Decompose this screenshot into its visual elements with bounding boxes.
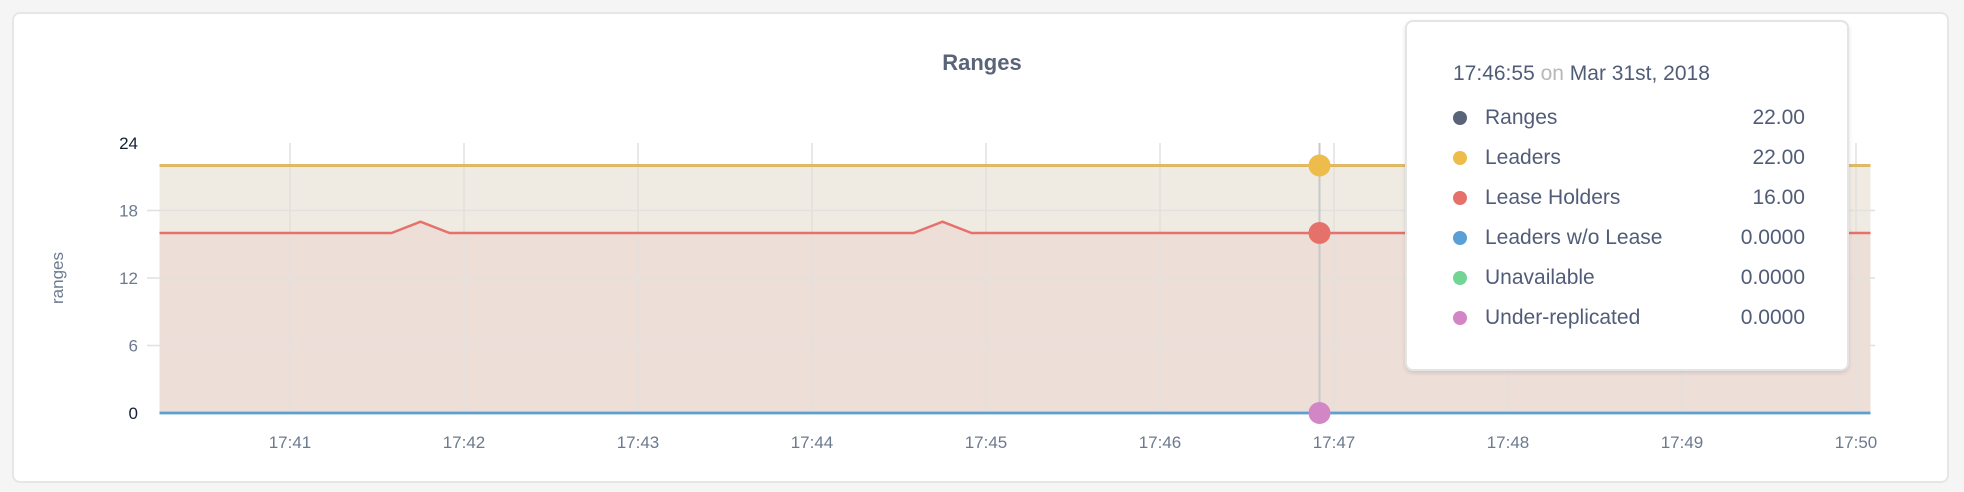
series-dot-icon bbox=[1453, 231, 1467, 245]
tooltip-series-label: Under-replicated bbox=[1485, 306, 1641, 329]
tooltip-time: 17:46:55 bbox=[1453, 62, 1535, 85]
series-dot-icon bbox=[1453, 151, 1467, 165]
x-tick-label: 17:42 bbox=[443, 433, 486, 452]
tooltip-series-value: 0.0000 bbox=[1740, 306, 1805, 329]
hover-point-marker bbox=[1308, 402, 1331, 424]
hover-point-marker bbox=[1308, 154, 1331, 177]
tooltip-row: Unavailable 0.0000 bbox=[1453, 258, 1847, 298]
y-axis-label: ranges bbox=[48, 252, 67, 304]
series-dot-icon bbox=[1453, 311, 1467, 325]
series-line-lease-holders bbox=[159, 220, 1871, 235]
tooltip-series-value: 22.00 bbox=[1752, 146, 1805, 169]
x-tick-label: 17:41 bbox=[269, 433, 312, 452]
x-tick-label: 17:49 bbox=[1661, 433, 1704, 452]
y-tick-label: 24 bbox=[119, 134, 138, 153]
tooltip-row: Under-replicated 0.0000 bbox=[1453, 298, 1847, 338]
y-tick-label: 0 bbox=[129, 404, 138, 423]
tooltip-series-value: 0.0000 bbox=[1740, 266, 1805, 289]
tooltip-series-value: 22.00 bbox=[1752, 106, 1805, 129]
tooltip-row: Leaders w/o Lease 0.0000 bbox=[1453, 218, 1847, 258]
x-tick-label: 17:44 bbox=[791, 433, 834, 452]
tooltip-series-value: 16.00 bbox=[1752, 186, 1805, 209]
tooltip-row: Lease Holders 16.00 bbox=[1453, 178, 1847, 218]
y-tick-label: 6 bbox=[129, 337, 138, 356]
hover-tooltip: 17:46:55 on Mar 31st, 2018 Ranges 22.00 Le… bbox=[1405, 20, 1849, 371]
tooltip-series-label: Unavailable bbox=[1485, 266, 1595, 289]
tooltip-series-label: Lease Holders bbox=[1485, 186, 1621, 209]
y-tick-label: 18 bbox=[119, 202, 138, 221]
chart-title: Ranges bbox=[942, 50, 1022, 75]
tooltip-row: Ranges 22.00 bbox=[1453, 98, 1847, 138]
x-tick-label: 17:48 bbox=[1487, 433, 1530, 452]
tooltip-series-label: Leaders w/o Lease bbox=[1485, 226, 1663, 249]
x-tick-label: 17:45 bbox=[965, 433, 1008, 452]
tooltip-series-label: Ranges bbox=[1485, 106, 1558, 129]
hover-point-marker bbox=[1308, 222, 1331, 244]
tooltip-series-label: Leaders bbox=[1485, 146, 1561, 169]
series-dot-icon bbox=[1453, 111, 1467, 125]
x-tick-label: 17:43 bbox=[617, 433, 660, 452]
series-dot-icon bbox=[1453, 191, 1467, 205]
tooltip-on: on bbox=[1540, 62, 1564, 85]
x-tick-label: 17:50 bbox=[1835, 433, 1878, 452]
tooltip-date: Mar 31st, 2018 bbox=[1569, 62, 1710, 85]
tooltip-header: 17:46:55 on Mar 31st, 2018 bbox=[1453, 62, 1847, 86]
x-tick-label: 17:47 bbox=[1313, 433, 1356, 452]
y-tick-label: 12 bbox=[119, 269, 138, 288]
tooltip-series-value: 0.0000 bbox=[1740, 226, 1805, 249]
x-tick-label: 17:46 bbox=[1139, 433, 1182, 452]
series-dot-icon bbox=[1453, 271, 1467, 285]
tooltip-row: Leaders 22.00 bbox=[1453, 138, 1847, 178]
